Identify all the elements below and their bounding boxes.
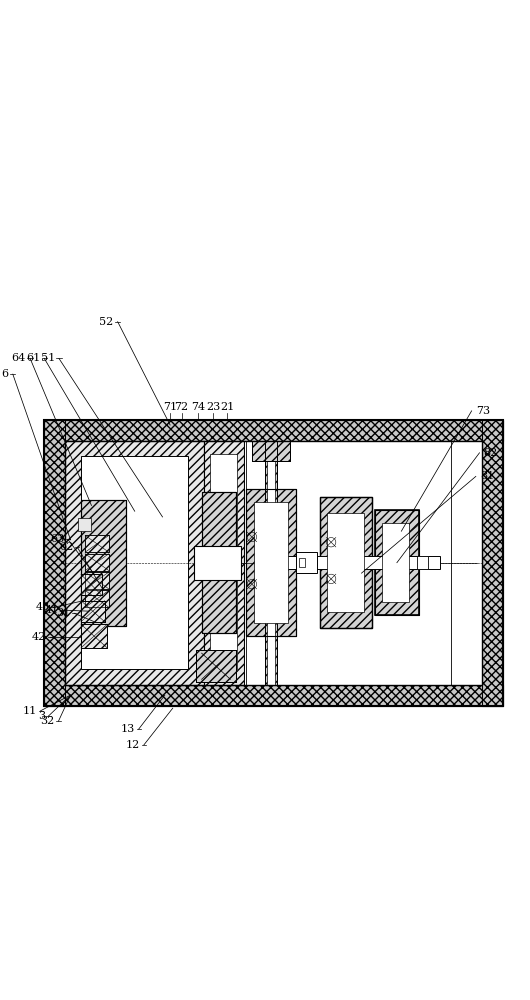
Bar — [45, 420, 65, 706]
Text: 43: 43 — [36, 602, 49, 612]
Bar — [201, 492, 236, 633]
Text: 61: 61 — [26, 353, 40, 363]
Bar — [196, 650, 236, 682]
Bar — [81, 601, 104, 622]
Text: 63: 63 — [50, 534, 64, 544]
Bar — [193, 546, 241, 580]
Text: 52: 52 — [99, 317, 113, 327]
Bar — [65, 441, 204, 685]
Bar — [298, 558, 305, 567]
Bar — [320, 497, 372, 628]
Bar — [328, 513, 364, 612]
Text: 11: 11 — [23, 706, 37, 716]
Bar — [196, 650, 236, 682]
Bar — [482, 420, 503, 706]
Text: 21: 21 — [220, 402, 234, 412]
Text: 62: 62 — [59, 542, 74, 552]
Text: 23: 23 — [206, 402, 220, 412]
Bar — [45, 685, 503, 706]
Bar — [246, 489, 296, 636]
Bar — [243, 441, 482, 685]
Bar — [261, 556, 440, 569]
Bar — [85, 554, 109, 571]
Text: 31: 31 — [56, 608, 70, 618]
Text: 6: 6 — [2, 369, 8, 379]
Bar — [246, 489, 296, 636]
Bar — [85, 590, 109, 607]
Bar — [383, 523, 409, 602]
Bar — [78, 518, 92, 531]
Text: 51: 51 — [40, 353, 55, 363]
Bar — [81, 624, 107, 648]
Bar — [81, 624, 107, 648]
Bar — [265, 441, 277, 685]
Bar — [65, 441, 482, 685]
Text: 81: 81 — [480, 471, 494, 481]
Bar — [252, 441, 290, 461]
Text: 64: 64 — [12, 353, 26, 363]
Bar — [375, 510, 419, 615]
Text: 82: 82 — [484, 448, 498, 458]
Bar — [65, 441, 482, 685]
Text: 71: 71 — [163, 402, 177, 412]
Text: 42: 42 — [32, 632, 46, 642]
Bar — [85, 554, 109, 571]
Text: 74: 74 — [191, 402, 205, 412]
Bar — [254, 502, 288, 623]
Bar — [85, 572, 109, 589]
Bar — [45, 420, 503, 706]
Text: 3: 3 — [38, 711, 45, 721]
Text: 12: 12 — [126, 740, 140, 750]
Text: 41: 41 — [45, 605, 59, 615]
Bar — [85, 535, 109, 552]
Bar — [252, 441, 290, 461]
Bar — [45, 420, 503, 441]
Bar — [210, 454, 237, 671]
Bar — [268, 441, 275, 685]
Bar — [296, 552, 317, 573]
Bar — [201, 492, 236, 633]
Bar — [85, 535, 109, 552]
Text: 73: 73 — [476, 406, 490, 416]
Bar — [320, 497, 372, 628]
Bar — [417, 556, 428, 569]
Bar — [204, 441, 243, 685]
Bar — [81, 500, 126, 626]
Text: 13: 13 — [121, 724, 135, 734]
Bar — [81, 500, 126, 626]
Bar — [85, 590, 109, 607]
Bar — [81, 601, 104, 622]
Bar — [419, 558, 427, 567]
Bar — [81, 574, 102, 595]
Bar — [375, 510, 419, 615]
Bar — [81, 456, 189, 669]
Text: 32: 32 — [40, 716, 55, 726]
Bar — [85, 572, 109, 589]
Text: 72: 72 — [174, 402, 189, 412]
Bar — [265, 441, 277, 685]
Bar — [81, 574, 102, 595]
